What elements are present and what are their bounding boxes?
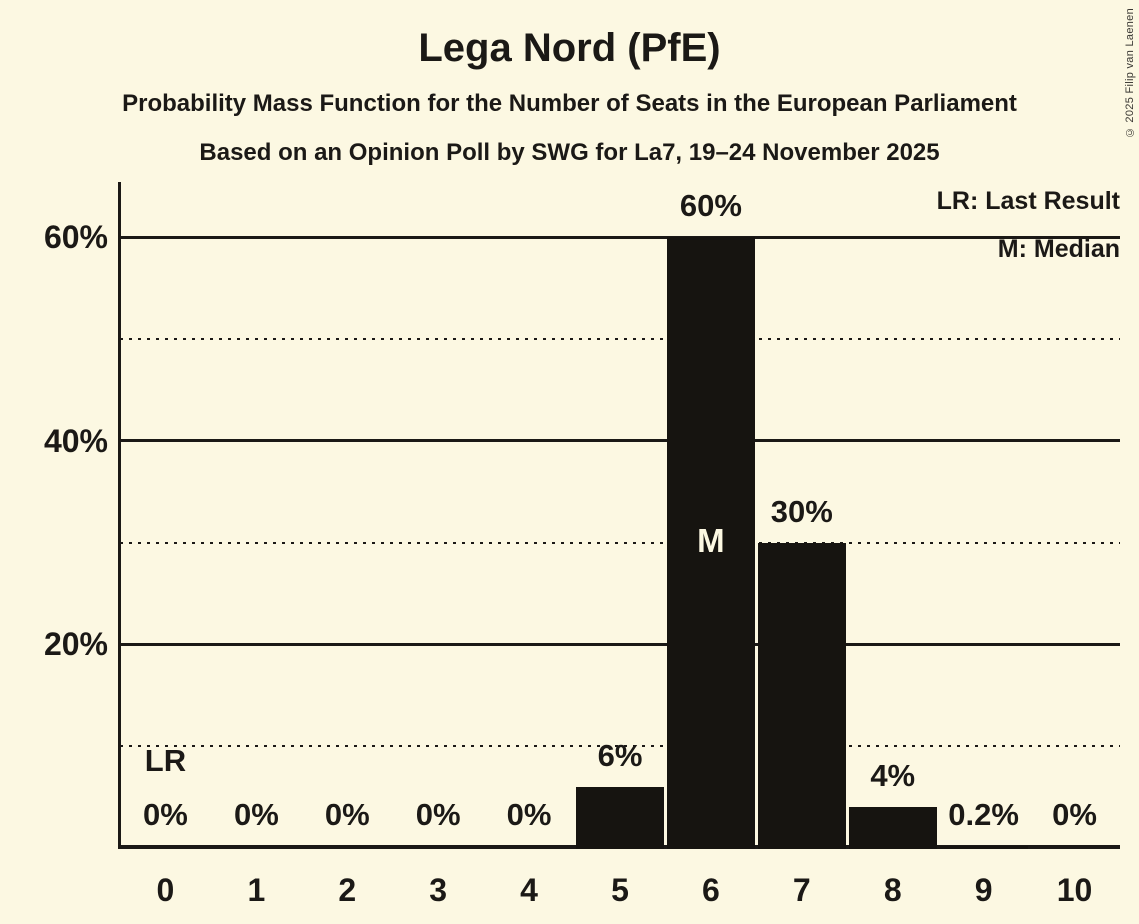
chart-title: Lega Nord (PfE) — [418, 26, 721, 70]
bar-value-label: 0% — [324, 797, 370, 832]
bar-value-label: 0% — [1052, 797, 1097, 832]
chart-subtitle: Probability Mass Function for the Number… — [122, 90, 1017, 117]
x-axis-tick-label: 8 — [883, 872, 902, 908]
x-axis-tick-label: 9 — [974, 872, 993, 908]
bar-seats-8 — [848, 807, 937, 849]
gridline-solid — [120, 642, 1120, 646]
x-axis-tick-label: 0 — [156, 872, 175, 908]
bar-value-label: 4% — [870, 758, 916, 794]
x-axis-tick-label: 2 — [338, 872, 357, 908]
bar-value-label: 0.2% — [948, 797, 1019, 832]
bar-seats-7 — [757, 542, 846, 849]
bar-value-label: 6% — [597, 737, 643, 773]
x-axis-tick-label: 10 — [1056, 872, 1093, 908]
x-axis-tick-label: 3 — [429, 872, 448, 908]
bar-value-label: 60% — [679, 188, 742, 223]
bar-seats-6 — [666, 237, 755, 849]
x-axis-tick-label: 5 — [611, 872, 629, 908]
bar-seats-9 — [939, 845, 1028, 849]
gridline-dotted — [120, 745, 1120, 748]
bar-value-label: 0% — [233, 797, 279, 832]
gridline-dotted — [120, 337, 1120, 340]
gridline-solid — [120, 439, 1120, 443]
y-axis-tick-label: 60% — [43, 219, 108, 255]
x-axis-tick-label: 4 — [520, 872, 538, 908]
bar-value-label: 30% — [770, 493, 833, 529]
legend-last-result: LR: Last Result — [936, 187, 1120, 215]
gridline-dotted — [120, 541, 1120, 544]
legend-median: M: Median — [997, 235, 1120, 263]
last-result-marker: LR — [144, 743, 187, 778]
y-axis-line — [118, 182, 121, 849]
x-axis-tick-label: 1 — [247, 872, 266, 908]
gridline-solid — [120, 235, 1120, 239]
y-axis-tick-label: 20% — [43, 626, 108, 663]
bar-value-label: 0% — [415, 797, 461, 832]
poll-details-subtitle: Based on an Opinion Poll by SWG for La7,… — [199, 139, 940, 166]
median-marker: M — [697, 522, 725, 559]
x-axis-tick-label: 7 — [792, 872, 811, 908]
y-axis-tick-label: 40% — [43, 422, 108, 459]
bar-seats-5 — [576, 786, 664, 849]
x-axis-tick-label: 6 — [702, 872, 720, 908]
bar-value-label: 0% — [506, 797, 552, 832]
bar-value-label: 0% — [143, 797, 188, 832]
